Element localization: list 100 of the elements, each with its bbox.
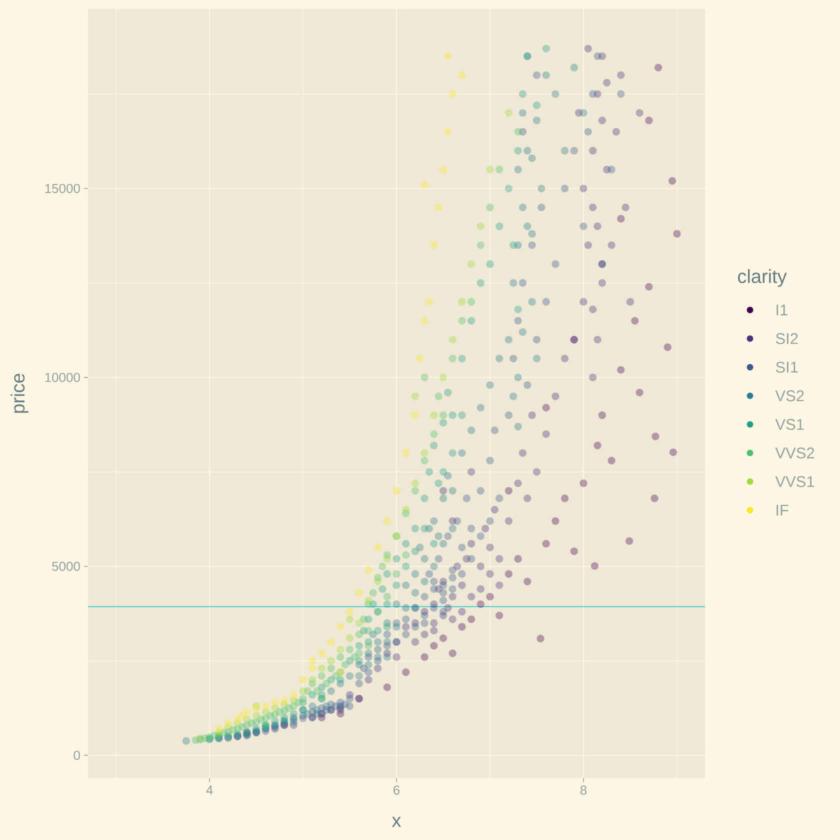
point	[625, 537, 634, 545]
point	[425, 298, 434, 306]
x-tick-label: 8	[580, 786, 587, 795]
point	[308, 664, 316, 672]
point	[434, 204, 442, 212]
point	[458, 298, 466, 306]
point	[524, 578, 532, 586]
point	[318, 649, 326, 658]
point	[420, 653, 428, 661]
point	[243, 708, 251, 716]
y-axis-title: price	[10, 374, 28, 413]
point	[327, 657, 335, 665]
point	[280, 696, 288, 704]
point	[355, 619, 363, 627]
point	[617, 214, 625, 223]
point	[444, 52, 452, 60]
x-tick-label: 6	[394, 786, 400, 795]
point	[650, 494, 658, 502]
point	[467, 260, 476, 268]
point	[617, 366, 625, 374]
y-tick-label: 10000	[45, 372, 80, 382]
point	[411, 479, 419, 488]
point	[645, 282, 653, 291]
point	[327, 638, 335, 646]
point	[411, 392, 419, 400]
point	[346, 634, 354, 642]
point	[448, 649, 456, 658]
point	[486, 166, 494, 174]
point	[580, 479, 588, 488]
x-tick-label: 4	[206, 786, 213, 794]
point	[318, 664, 326, 672]
point	[290, 691, 298, 699]
point	[252, 712, 260, 720]
point	[570, 547, 578, 556]
point	[299, 676, 307, 684]
point	[496, 612, 504, 620]
point	[439, 166, 448, 174]
legend-label: VS2	[775, 390, 804, 402]
point	[439, 374, 448, 382]
point	[336, 646, 344, 654]
point	[420, 449, 428, 457]
point	[215, 725, 223, 733]
point	[664, 343, 672, 352]
point	[420, 316, 428, 325]
point	[608, 456, 616, 464]
point	[402, 668, 410, 676]
point	[504, 487, 512, 495]
point	[668, 177, 676, 185]
point	[598, 411, 606, 420]
point	[444, 128, 452, 136]
point	[448, 90, 456, 98]
legend-label: IF	[776, 504, 788, 516]
point	[262, 702, 270, 710]
point	[669, 448, 678, 456]
point	[645, 116, 653, 124]
point	[402, 506, 410, 514]
point	[594, 442, 602, 450]
point	[224, 719, 232, 728]
point	[392, 487, 400, 495]
point	[542, 404, 550, 412]
point	[411, 411, 419, 420]
point	[504, 109, 512, 117]
point	[346, 615, 354, 624]
point	[364, 596, 372, 604]
point	[346, 608, 354, 616]
point	[476, 222, 484, 230]
y-tick-label: 0	[74, 750, 80, 760]
legend-label: VVS2	[775, 448, 814, 458]
point	[448, 336, 456, 344]
point	[430, 241, 438, 249]
point	[308, 676, 316, 684]
point	[416, 354, 424, 362]
point	[383, 684, 391, 692]
point	[430, 642, 438, 650]
point	[271, 698, 279, 706]
point	[636, 388, 644, 396]
point	[402, 449, 410, 457]
point	[364, 566, 372, 574]
point	[504, 570, 512, 578]
point	[430, 411, 438, 420]
point	[476, 600, 484, 608]
point	[673, 230, 681, 238]
point	[458, 71, 466, 79]
legend-label: SI2	[776, 333, 798, 344]
point	[374, 544, 382, 552]
y-tick-label: 15000	[45, 184, 80, 194]
point	[536, 634, 544, 642]
point	[590, 562, 598, 570]
point	[552, 517, 560, 525]
legend-label: VS1	[775, 418, 804, 430]
point	[383, 517, 391, 525]
point	[514, 555, 522, 563]
point	[542, 540, 550, 548]
point	[420, 180, 428, 189]
point	[336, 623, 344, 631]
point	[458, 623, 466, 631]
point	[486, 592, 494, 600]
legend-title: clarity	[738, 269, 787, 287]
point	[654, 64, 662, 72]
point	[560, 494, 569, 502]
